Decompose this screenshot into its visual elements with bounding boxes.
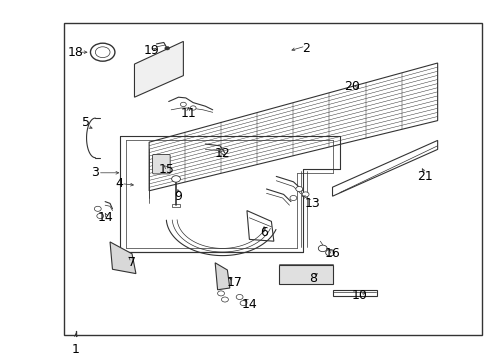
Text: 14: 14 xyxy=(97,211,113,224)
Text: 11: 11 xyxy=(180,107,196,120)
Bar xyxy=(172,204,180,207)
Polygon shape xyxy=(158,55,165,82)
Circle shape xyxy=(295,186,302,192)
Text: 17: 17 xyxy=(226,276,242,289)
Polygon shape xyxy=(168,50,176,77)
Text: 7: 7 xyxy=(128,256,136,269)
Text: 16: 16 xyxy=(324,247,340,260)
Text: 13: 13 xyxy=(305,197,320,210)
Circle shape xyxy=(217,291,224,296)
Circle shape xyxy=(302,192,308,197)
Circle shape xyxy=(221,297,228,302)
Polygon shape xyxy=(278,265,332,284)
Circle shape xyxy=(164,46,169,50)
Text: 6: 6 xyxy=(260,226,267,239)
Text: 3: 3 xyxy=(91,166,99,179)
Circle shape xyxy=(97,213,103,219)
Text: 4: 4 xyxy=(116,177,123,190)
Text: 10: 10 xyxy=(351,289,366,302)
Text: 21: 21 xyxy=(417,170,432,183)
Text: 19: 19 xyxy=(143,44,159,57)
Text: 20: 20 xyxy=(344,80,359,93)
Polygon shape xyxy=(110,242,136,274)
Text: 5: 5 xyxy=(81,116,89,129)
Circle shape xyxy=(289,195,296,201)
Circle shape xyxy=(325,249,334,256)
Circle shape xyxy=(94,206,101,211)
Text: 8: 8 xyxy=(308,273,316,285)
Text: 1: 1 xyxy=(72,343,80,356)
Text: 15: 15 xyxy=(158,163,174,176)
Text: 12: 12 xyxy=(214,147,230,159)
Text: 2: 2 xyxy=(301,42,309,55)
Circle shape xyxy=(318,245,326,252)
Circle shape xyxy=(240,301,246,306)
Polygon shape xyxy=(147,60,154,87)
Bar xyxy=(63,23,481,335)
Polygon shape xyxy=(134,41,183,97)
FancyBboxPatch shape xyxy=(152,154,170,174)
Circle shape xyxy=(190,106,196,110)
Polygon shape xyxy=(215,263,229,290)
Text: 18: 18 xyxy=(68,46,83,59)
Polygon shape xyxy=(136,65,143,91)
Circle shape xyxy=(171,176,180,182)
Circle shape xyxy=(236,294,243,300)
Circle shape xyxy=(180,102,186,107)
Text: 9: 9 xyxy=(174,190,182,203)
Text: 14: 14 xyxy=(241,298,257,311)
